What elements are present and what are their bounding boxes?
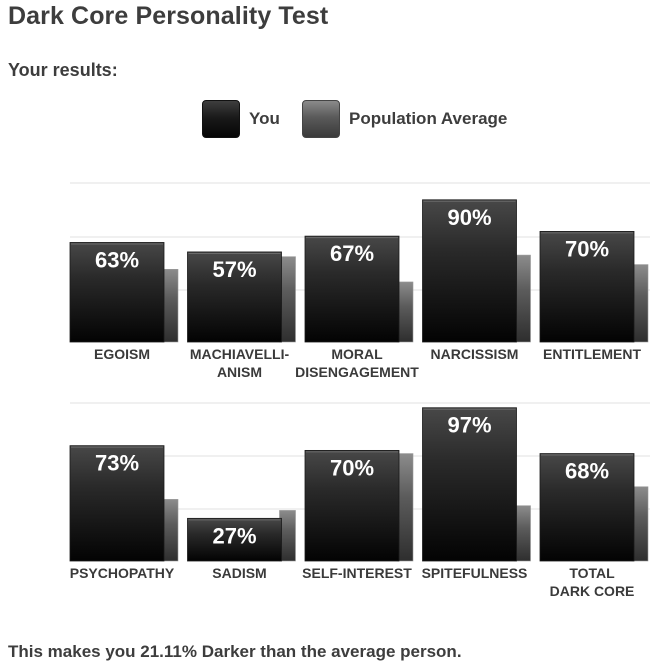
summary-text: This makes you 21.11% Darker than the av… xyxy=(8,642,462,661)
category-label-entitlement: ENTITLEMENT xyxy=(543,346,641,362)
value-label-narcissism: 90% xyxy=(447,205,491,230)
bar-population-entitlement xyxy=(631,264,649,343)
value-label-self-interest: 70% xyxy=(330,455,374,480)
chart-panel-1: 63% EGOISM 57% MACHIAVELLI- ANISM 67% MORAL DIS… xyxy=(69,182,650,380)
category-label-self-interest: SELF-INTEREST xyxy=(302,565,412,581)
bar-you-moral-disengagement xyxy=(304,235,400,343)
bar-you-machiavelli-anism xyxy=(187,251,282,343)
legend-you-swatch xyxy=(202,100,240,138)
page-title: Dark Core Personality Test xyxy=(8,2,329,30)
category-label-psychopathy: PSYCHOPATHY xyxy=(70,565,175,581)
value-label-machiavelli-anism: 57% xyxy=(212,257,256,282)
legend-you-label: You xyxy=(249,109,280,128)
value-label-entitlement: 70% xyxy=(565,236,609,261)
category-label-moral-disengagement: MORAL xyxy=(331,346,383,362)
category-label-narcissism: NARCISSISM xyxy=(431,346,519,362)
category-label-machiavelli-anism: MACHIAVELLI- xyxy=(190,346,290,362)
value-label-total-dark-core: 68% xyxy=(565,459,609,484)
value-label-psychopathy: 73% xyxy=(95,451,139,476)
bar-you-spitefulness xyxy=(422,407,517,562)
bar-population-spitefulness xyxy=(514,505,531,562)
value-label-spitefulness: 97% xyxy=(447,413,491,438)
bar-you-narcissism xyxy=(422,199,517,343)
results-heading: Your results: xyxy=(8,60,118,80)
chart-panel-2: 73% PSYCHOPATHY 27% SADISM 70% SELF-INTEREST 9… xyxy=(69,402,650,599)
bar-you-egoism xyxy=(69,242,165,343)
category-label-total-dark-core: DARK CORE xyxy=(550,583,635,599)
category-label-moral-disengagement: DISENGAGEMENT xyxy=(295,364,419,380)
category-label-spitefulness: SPITEFULNESS xyxy=(422,565,528,581)
legend-population-label: Population Average xyxy=(349,109,508,128)
bar-you-self-interest xyxy=(304,449,400,562)
results-bar-charts: 63% EGOISM 57% MACHIAVELLI- ANISM 67% MORAL DIS… xyxy=(69,182,650,599)
bar-you-psychopathy xyxy=(69,445,165,562)
bar-you-entitlement xyxy=(539,230,635,343)
legend-population-swatch xyxy=(302,100,340,138)
chart-legend: You Population Average xyxy=(0,100,663,140)
bar-population-narcissism xyxy=(514,254,531,343)
bar-population-total-dark-core xyxy=(631,486,649,562)
category-label-machiavelli-anism: ANISM xyxy=(217,364,262,380)
category-label-egoism: EGOISM xyxy=(94,346,150,362)
category-label-total-dark-core: TOTAL xyxy=(569,565,615,581)
value-label-moral-disengagement: 67% xyxy=(330,241,374,266)
bar-you-total-dark-core xyxy=(539,453,635,562)
value-label-egoism: 63% xyxy=(95,247,139,272)
bar-you-sadism xyxy=(187,517,282,562)
value-label-sadism: 27% xyxy=(212,523,256,548)
category-label-sadism: SADISM xyxy=(212,565,266,581)
